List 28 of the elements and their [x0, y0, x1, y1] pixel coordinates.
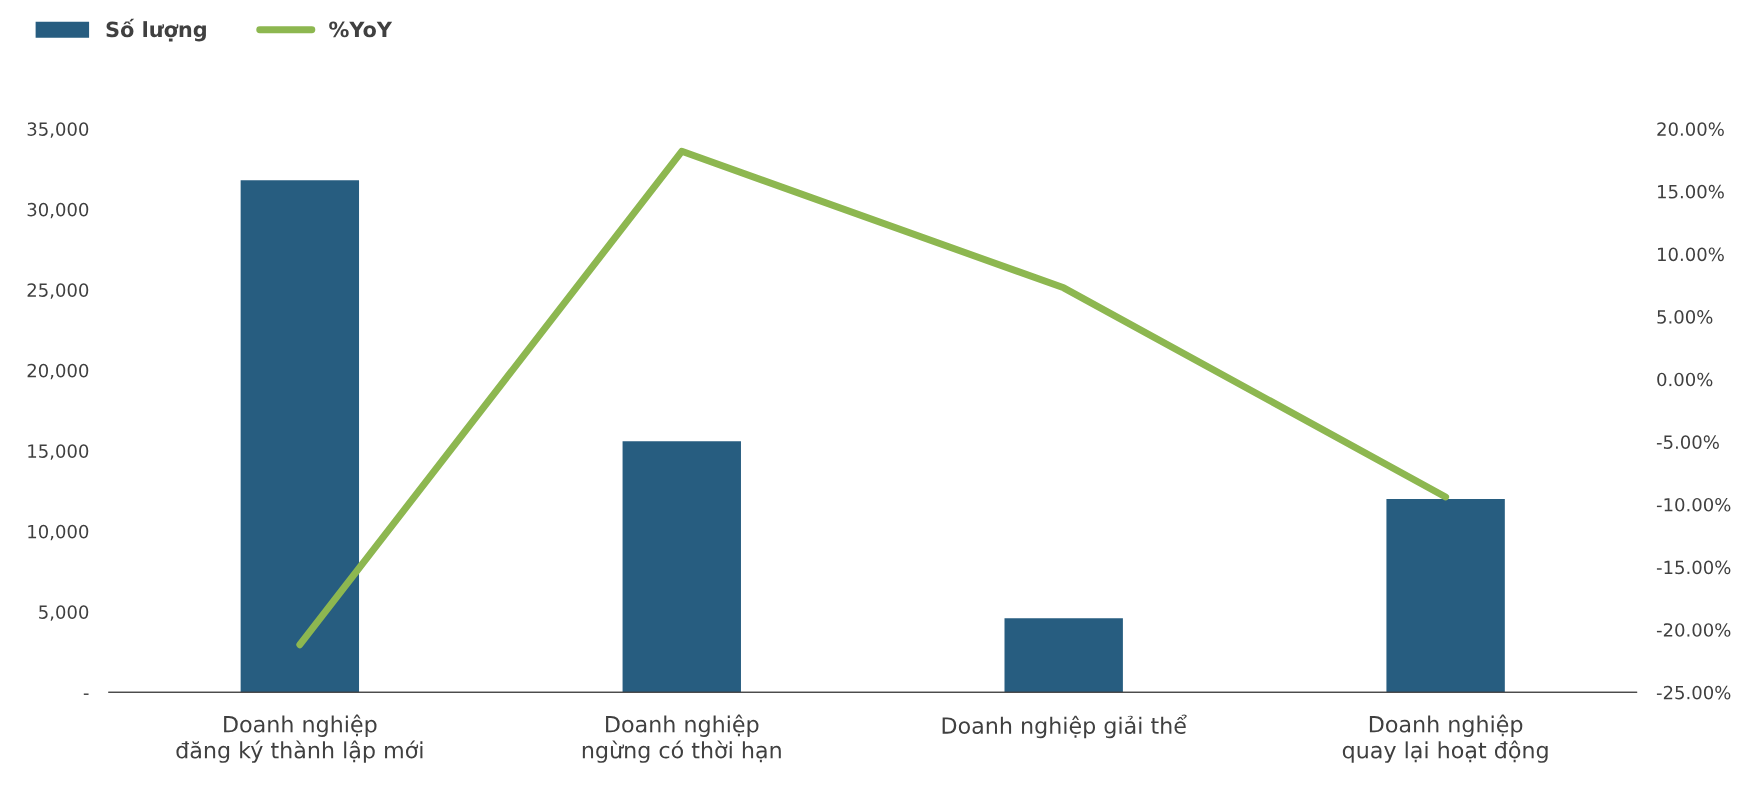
- y2-tick-label: 15.00%: [1658, 184, 1724, 199]
- y-tick-label: 10,000: [28, 524, 89, 541]
- y2-tick-label: 5.00%: [1657, 310, 1713, 324]
- y2-tick-label: -10.00%: [1656, 497, 1731, 512]
- x-tick-label: Doanh nghiệp đăng ký thành lập mới: [176, 714, 423, 763]
- x-tick-label: Doanh nghiệp quay lại hoạt động: [1342, 714, 1548, 763]
- y-tick-label: 35,000: [27, 122, 89, 138]
- bar: [1386, 499, 1505, 693]
- y-tick-label: 30,000: [27, 202, 89, 219]
- y-tick-label: 5,000: [39, 605, 89, 621]
- y2-tick-label: -5.00%: [1656, 435, 1719, 449]
- y2-tick-label: -15.00%: [1656, 560, 1731, 575]
- x-tick-label: Doanh nghiệp ngừng có thời hạn: [582, 714, 781, 763]
- legend-label: %YoY: [329, 21, 393, 38]
- bar: [1004, 618, 1123, 693]
- y-tick-label: -: [83, 693, 89, 695]
- y-tick-label: 15,000: [28, 444, 89, 460]
- y2-tick-label: 10.00%: [1658, 247, 1724, 262]
- y-tick-label: 20,000: [27, 363, 89, 380]
- bar: [622, 441, 741, 693]
- y2-tick-label: -20.00%: [1656, 623, 1731, 637]
- y2-tick-label: -25.00%: [1656, 685, 1731, 700]
- x-tick-label: Doanh nghiệp giải thể: [942, 714, 1187, 739]
- y2-tick-label: 0.00%: [1657, 372, 1713, 387]
- legend-label: Số lượng: [106, 18, 206, 42]
- y2-tick-label: 20.00%: [1657, 122, 1724, 136]
- y-tick-label: 25,000: [27, 283, 89, 299]
- bar: [240, 180, 360, 693]
